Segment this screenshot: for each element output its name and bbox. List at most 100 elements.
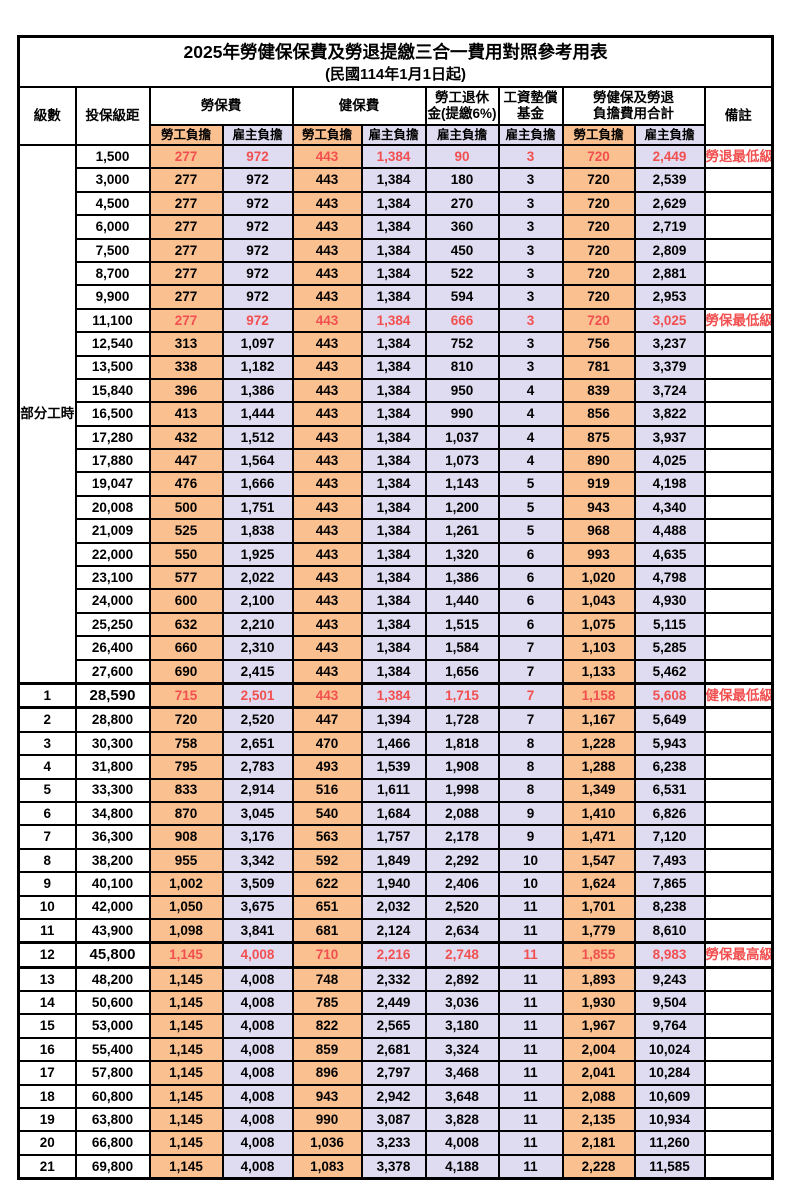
cell-total-employer: 3,937 [633, 424, 706, 451]
cell-labor-employer: 972 [221, 214, 294, 240]
cell-labor-employer: 3,841 [221, 917, 294, 944]
table-row: 18 60,800 1,145 4,008 943 2,942 3,648 11 2,088 10… [17, 1083, 774, 1110]
cell-bracket: 34,800 [74, 800, 151, 827]
cell-health-employer: 1,394 [360, 706, 427, 733]
cell-total-employee: 919 [561, 471, 636, 497]
cell-fund-employer: 3 [497, 331, 564, 357]
table-row: 15,840 396 1,386 443 1,384 950 4 839 3,724 [19, 377, 774, 404]
cell-labor-employer: 3,509 [221, 871, 294, 897]
cell-labor-employer: 2,022 [221, 565, 294, 591]
cell-level: 7 [17, 824, 77, 850]
cell-health-employee: 443 [291, 167, 363, 193]
table-row: 2 28,800 720 2,520 447 1,394 1,728 7 1,167 5,649 [17, 706, 774, 733]
cell-health-employer: 1,384 [360, 143, 427, 170]
cell-fund-employer: 3 [497, 284, 564, 310]
cell-labor-employer: 2,210 [221, 611, 294, 638]
table-row: 10 42,000 1,050 3,675 651 2,032 2,520 11 1,701 8,… [17, 894, 774, 920]
cell-remark [703, 1130, 774, 1156]
cell-total-employer: 4,488 [633, 518, 706, 544]
cell-labor-employer: 972 [221, 307, 294, 334]
cell-bracket: 42,000 [74, 894, 151, 920]
table-row: 22,000 550 1,925 443 1,384 1,320 6 993 4,635 [19, 541, 774, 568]
cell-remark [703, 824, 774, 850]
cell-pension-employer: 1,440 [424, 588, 500, 614]
cell-health-employee: 859 [291, 1036, 363, 1063]
cell-labor-employer: 4,008 [221, 941, 294, 969]
table-row: 15 53,000 1,145 4,008 822 2,565 3,180 11 1,967 9,… [17, 1013, 774, 1039]
header-wage-fund-line1: 工資墊償 [503, 90, 558, 106]
cell-remark [703, 190, 774, 217]
cell-health-employer: 1,384 [360, 471, 427, 497]
table-row: 8 38,200 955 3,342 592 1,849 2,292 10 1,547 7,493 [17, 847, 774, 874]
table-row: 25,250 632 2,210 443 1,384 1,515 6 1,075 5,115 [19, 611, 774, 638]
cell-total-employer: 2,449 [633, 143, 706, 170]
cell-total-employee: 1,471 [561, 824, 636, 850]
cell-labor-employee: 1,145 [148, 1153, 224, 1180]
cell-labor-employee: 1,145 [148, 1036, 224, 1063]
cell-health-employer: 2,124 [360, 917, 427, 944]
cell-health-employer: 2,032 [360, 894, 427, 920]
cell-health-employer: 1,384 [360, 541, 427, 568]
cell-bracket: 17,280 [74, 424, 151, 451]
cell-fund-employer: 6 [497, 588, 564, 614]
cell-health-employer: 2,216 [360, 941, 427, 969]
cell-remark [703, 1083, 774, 1110]
header-labor-employee: 勞工負擔 [148, 124, 224, 146]
cell-labor-employer: 1,564 [221, 448, 294, 474]
cell-health-employee: 443 [291, 658, 363, 685]
cell-health-employee: 748 [291, 966, 363, 993]
cell-total-employer: 2,539 [633, 167, 706, 193]
header-total-line1: 勞健保及勞退 [593, 90, 674, 106]
cell-labor-employee: 660 [148, 635, 224, 661]
cell-labor-employer: 972 [221, 237, 294, 263]
cell-health-employee: 470 [291, 730, 363, 757]
cell-pension-employer: 1,584 [424, 635, 500, 661]
cell-labor-employer: 2,914 [221, 777, 294, 803]
cell-fund-employer: 10 [497, 871, 564, 897]
table-row: 21,009 525 1,838 443 1,384 1,261 5 968 4,488 [19, 518, 774, 544]
cell-health-employer: 1,384 [360, 424, 427, 451]
table-row: 14 50,600 1,145 4,008 785 2,449 3,036 11 1,930 9,… [17, 990, 774, 1016]
cell-labor-employee: 690 [148, 658, 224, 685]
cell-pension-employer: 2,406 [424, 871, 500, 897]
cell-health-employer: 1,384 [360, 307, 427, 334]
cell-health-employer: 1,384 [360, 518, 427, 544]
cell-remark [703, 424, 774, 451]
cell-total-employer: 6,531 [633, 777, 706, 803]
cell-level: 12 [17, 941, 77, 969]
cell-labor-employer: 972 [221, 260, 294, 287]
cell-total-employer: 8,983 [633, 941, 706, 969]
cell-labor-employee: 1,098 [148, 917, 224, 944]
cell-remark [703, 401, 774, 427]
cell-labor-employer: 2,520 [221, 706, 294, 733]
cell-labor-employee: 715 [148, 681, 224, 710]
cell-bracket: 48,200 [74, 966, 151, 993]
cell-pension-employer: 360 [424, 214, 500, 240]
cell-fund-employer: 3 [497, 190, 564, 217]
header-labor-employer: 雇主負擔 [221, 124, 294, 146]
table-row: 11 43,900 1,098 3,841 681 2,124 2,634 11 1,779 8,… [17, 917, 774, 944]
header-total-employee: 勞工負擔 [561, 124, 636, 146]
cell-remark [703, 777, 774, 803]
table-row: 16,500 413 1,444 443 1,384 990 4 856 3,822 [19, 401, 774, 427]
cell-total-employer: 10,609 [633, 1083, 706, 1110]
cell-labor-employee: 955 [148, 847, 224, 874]
table-row: 9,900 277 972 443 1,384 594 3 720 2,953 [19, 284, 774, 310]
cell-level: 4 [17, 754, 77, 780]
cell-labor-employer: 2,651 [221, 730, 294, 757]
cell-fund-employer: 11 [497, 941, 564, 969]
cell-pension-employer: 1,908 [424, 754, 500, 780]
cell-bracket: 20,008 [74, 494, 151, 521]
cell-health-employee: 443 [291, 565, 363, 591]
cell-bracket: 9,900 [74, 284, 151, 310]
cell-health-employee: 443 [291, 494, 363, 521]
cell-fund-employer: 6 [497, 565, 564, 591]
cell-total-employer: 2,809 [633, 237, 706, 263]
cell-health-employee: 443 [291, 307, 363, 334]
cell-fund-employer: 11 [497, 1060, 564, 1086]
cell-total-employee: 1,349 [561, 777, 636, 803]
cell-health-employee: 443 [291, 284, 363, 310]
cell-fund-employer: 11 [497, 1153, 564, 1180]
cell-bracket: 25,250 [74, 611, 151, 638]
cell-health-employer: 2,565 [360, 1013, 427, 1039]
